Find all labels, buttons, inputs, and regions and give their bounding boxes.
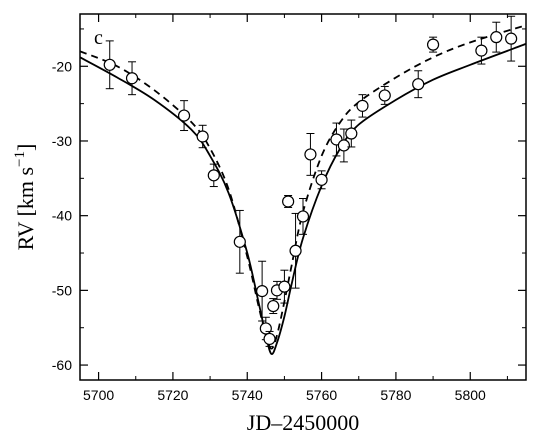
x-tick-label: 5720 [157,387,188,403]
data-marker [263,332,276,346]
x-tick-label: 5700 [83,387,114,403]
data-marker [233,235,246,248]
data-point [267,298,280,315]
data-marker [196,130,209,143]
data-marker [378,89,391,102]
data-marker [282,195,295,208]
data-marker [207,169,220,182]
data-points [103,15,518,347]
data-point [505,15,518,62]
data-point [412,70,425,99]
data-point [337,128,350,163]
x-tick-label: 5740 [232,387,263,403]
data-marker [304,148,317,161]
data-point [278,269,291,304]
data-point [263,330,276,347]
data-point [207,163,220,188]
data-point [282,195,295,208]
y-axis-title-main: RV [km s [13,167,38,250]
plot-frame [79,13,527,381]
data-marker [289,244,302,257]
data-marker [505,32,518,45]
data-marker [278,280,291,293]
y-tick-label: -20 [52,58,72,74]
data-point [125,61,139,96]
x-axis-title: JD–2450000 [247,410,359,435]
dashed-model-curve [79,24,527,350]
data-point [345,119,358,148]
data-marker [177,109,191,122]
data-marker [337,139,350,152]
data-point [426,36,440,53]
data-marker [475,44,488,57]
panel-letter: c [94,27,103,49]
data-point [378,85,391,105]
data-marker [315,173,328,186]
data-marker [426,38,440,51]
data-point [103,40,116,90]
data-marker [356,99,369,112]
x-tick-label: 5780 [380,387,411,403]
y-axis-title: RV [km s−1] [12,144,38,251]
data-point [256,260,269,322]
data-point [177,100,191,132]
data-marker [125,72,139,85]
x-tick-label: 5800 [455,387,486,403]
data-point [356,94,369,118]
y-tick-label: -60 [52,357,72,373]
data-point [475,36,488,65]
data-point [233,209,246,274]
model-curves [79,24,527,355]
data-point [289,212,302,289]
x-tick-label: 5760 [306,387,337,403]
data-marker [412,78,425,91]
data-marker [345,127,358,140]
data-point [330,122,343,157]
y-tick-label: -40 [52,208,72,224]
data-marker [267,299,280,313]
y-tick-label: -50 [52,282,72,298]
data-point [315,170,328,190]
data-point [196,124,209,149]
y-axis-title-close: ] [13,144,38,151]
axis-ticks: 5700 5720 5740 5760 5780 5800 -20 -30 -40 -50 -60 [52,14,526,403]
data-point [490,21,503,53]
data-point [296,197,310,235]
data-marker [103,58,116,71]
data-marker [256,285,269,298]
y-axis-title-exponent: −1 [12,151,28,167]
data-point [304,133,317,176]
data-marker [490,31,503,44]
y-tick-label: -30 [52,133,72,149]
data-marker [296,210,310,223]
